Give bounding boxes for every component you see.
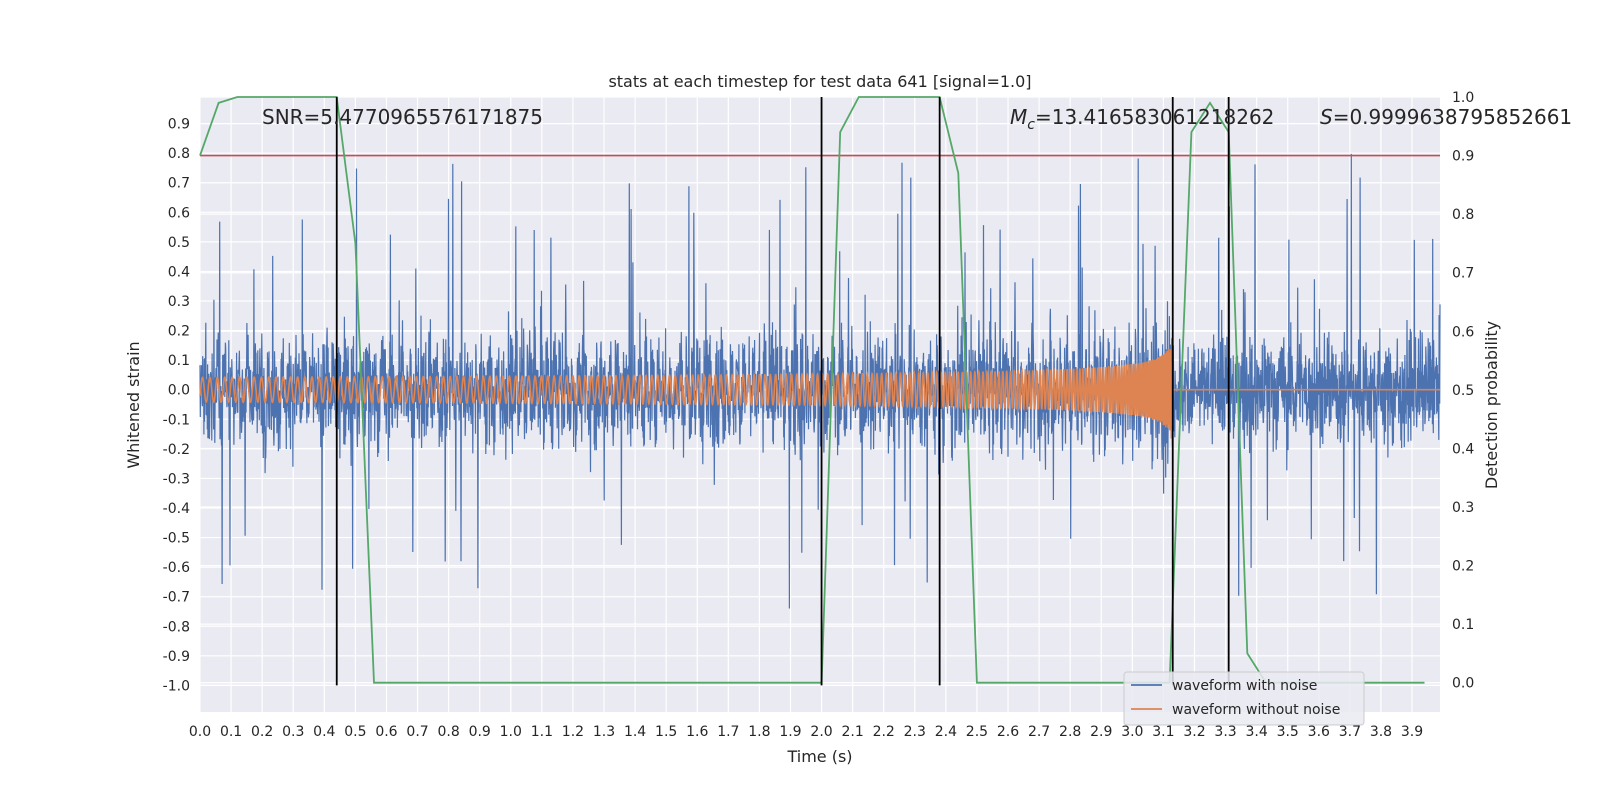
x-tick-label: 3.1 (1152, 724, 1174, 740)
y-tick-label: -0.1 (163, 412, 190, 428)
x-axis-ticks: 0.0 0.1 0.2 0.3 0.4 0.5 0.6 0.7 0.8 0.9 1.0 1.1 1.2 1… (189, 724, 1423, 740)
y2-tick-label: 0.6 (1452, 324, 1474, 340)
clean-waveform-line (199, 348, 1440, 439)
score-annotation: S=0.9999638795852661 (1320, 105, 1572, 129)
y2-tick-label: 0.9 (1452, 149, 1474, 165)
y2-tick-label: 0.3 (1452, 500, 1474, 516)
clean-waveform-series (199, 348, 1440, 439)
y2-axis-label: Detection probability (1482, 321, 1501, 489)
noisy-waveform-series (199, 153, 1441, 609)
y2-tick-label: 0.5 (1452, 383, 1474, 399)
y-axis-label: Whitened strain (124, 341, 143, 468)
chirp-mass-subscript: c (1027, 117, 1035, 133)
y2-tick-label: 0.0 (1452, 676, 1474, 692)
y-tick-label: 0.4 (168, 264, 190, 280)
y2-tick-label: 0.1 (1452, 617, 1474, 633)
y-tick-label: -0.2 (163, 442, 190, 458)
x-tick-label: 3.8 (1370, 724, 1392, 740)
x-tick-label: 2.3 (904, 724, 926, 740)
y-tick-label: -0.9 (163, 649, 190, 665)
y-tick-label: -0.3 (163, 471, 190, 487)
x-tick-label: 2.2 (873, 724, 895, 740)
x-tick-label: 3.4 (1246, 724, 1268, 740)
x-tick-label: 2.5 (966, 724, 988, 740)
x-tick-label: 2.7 (1028, 724, 1050, 740)
x-tick-label: 0.1 (220, 724, 242, 740)
x-tick-label: 1.5 (655, 724, 677, 740)
y2-tick-label: 0.7 (1452, 266, 1474, 282)
chirp-mass-value: =13.416583061218262 (1035, 105, 1274, 129)
x-tick-label: 3.5 (1277, 724, 1299, 740)
x-tick-label: 2.6 (997, 724, 1019, 740)
x-tick-label: 1.3 (593, 724, 615, 740)
y-tick-label: 0.2 (168, 324, 190, 340)
x-tick-label: 0.3 (282, 724, 304, 740)
y-tick-label: 0.6 (168, 205, 190, 221)
score-value: =0.9999638795852661 (1333, 105, 1572, 129)
chirp-mass-symbol: M (1010, 105, 1027, 129)
x-tick-label: 3.2 (1183, 724, 1205, 740)
y-tick-label: 0.3 (168, 294, 190, 310)
legend-label-noisy: waveform with noise (1172, 678, 1317, 694)
y-tick-label: 0.8 (168, 146, 190, 162)
x-tick-label: 1.0 (500, 724, 522, 740)
x-tick-label: 1.8 (748, 724, 770, 740)
vertical-markers (335, 97, 1230, 686)
chart-title: stats at each timestep for test data 641… (608, 72, 1031, 91)
x-tick-label: 3.6 (1308, 724, 1330, 740)
x-tick-label: 3.3 (1214, 724, 1236, 740)
x-tick-label: 2.1 (841, 724, 863, 740)
y-tick-label: 0.7 (168, 176, 190, 192)
x-tick-label: 0.2 (251, 724, 273, 740)
x-tick-label: 1.4 (624, 724, 646, 740)
chirp-mass-annotation: Mc=13.416583061218262 (1010, 105, 1274, 133)
probability-line (199, 96, 1425, 684)
x-tick-label: 3.0 (1121, 724, 1143, 740)
x-tick-label: 0.0 (189, 724, 211, 740)
y-axis-ticks: 0.9 0.8 0.7 0.6 0.5 0.4 0.3 0.2 0.1 0.0 -0.1 -0.2 -0… (163, 117, 190, 695)
y2-tick-label: 0.2 (1452, 559, 1474, 575)
y-tick-label: -0.7 (163, 590, 190, 606)
x-tick-label: 2.0 (810, 724, 832, 740)
y2-tick-label: 0.4 (1452, 441, 1474, 457)
legend-label-clean: waveform without noise (1172, 702, 1340, 718)
y-tick-label: -0.8 (163, 619, 190, 635)
score-symbol: S (1320, 105, 1333, 129)
x-tick-label: 2.9 (1090, 724, 1112, 740)
x-tick-label: 3.7 (1339, 724, 1361, 740)
y-tick-label: -0.6 (163, 560, 190, 576)
legend-box (1123, 671, 1365, 726)
legend: waveform with noise waveform without noi… (1123, 671, 1365, 726)
x-tick-label: 2.8 (1059, 724, 1081, 740)
x-tick-label: 0.5 (344, 724, 366, 740)
x-tick-label: 1.1 (531, 724, 553, 740)
y2-tick-label: 0.8 (1452, 207, 1474, 223)
y2-axis-ticks: 1.0 0.9 0.8 0.7 0.6 0.5 0.4 0.3 0.2 0.1 0.0 (1452, 90, 1474, 692)
x-tick-label: 3.9 (1401, 724, 1423, 740)
x-tick-label: 1.6 (686, 724, 708, 740)
y-tick-label: 0.9 (168, 117, 190, 133)
x-tick-label: 0.4 (313, 724, 335, 740)
y-tick-label: -0.5 (163, 531, 190, 547)
x-tick-label: 0.7 (406, 724, 428, 740)
x-tick-label: 1.9 (779, 724, 801, 740)
y2-tick-label: 1.0 (1452, 90, 1474, 106)
y-tick-label: 0.5 (168, 235, 190, 251)
x-tick-label: 0.8 (437, 724, 459, 740)
y-tick-label: -1.0 (163, 678, 190, 694)
snr-annotation: SNR=5.4770965576171875 (262, 105, 543, 129)
x-axis-label: Time (s) (786, 747, 852, 766)
noisy-waveform-line (199, 153, 1441, 609)
x-tick-label: 0.9 (469, 724, 491, 740)
y-tick-label: 0.0 (168, 383, 190, 399)
x-tick-label: 2.4 (935, 724, 957, 740)
x-tick-label: 1.7 (717, 724, 739, 740)
x-tick-label: 1.2 (562, 724, 584, 740)
y-tick-label: 0.1 (168, 353, 190, 369)
x-tick-label: 0.6 (375, 724, 397, 740)
probability-series (199, 96, 1425, 684)
y-tick-label: -0.4 (163, 501, 190, 517)
